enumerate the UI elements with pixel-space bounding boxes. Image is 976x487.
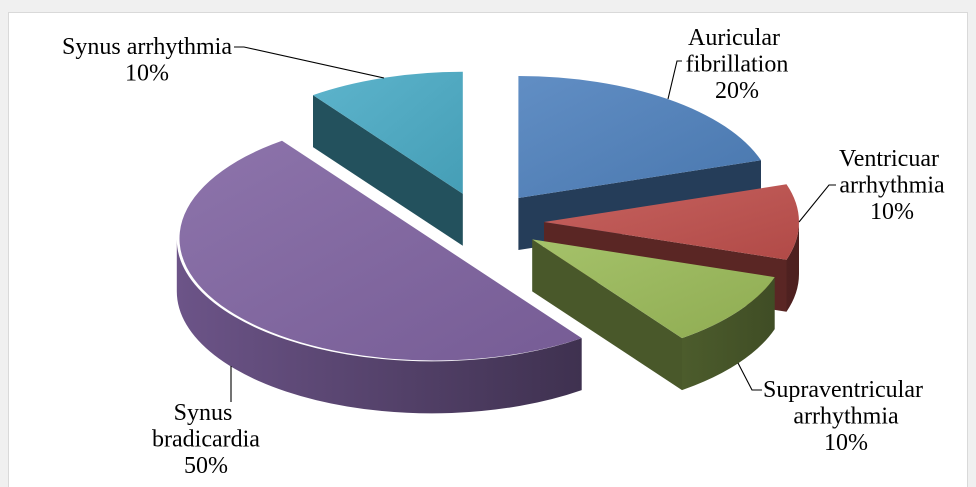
slice-top-auricular-fibrillation xyxy=(518,75,761,198)
slice-label-line: Auricular xyxy=(688,25,780,51)
pie-slice-synus-bradicardia xyxy=(176,140,582,414)
leader-line-ventricuar-arrhythmia xyxy=(798,184,836,223)
slice-percent-synus-arrhythmia: 10% xyxy=(125,61,169,87)
slice-label-line: arrhythmia xyxy=(793,404,899,430)
slice-label-line: Supraventricular xyxy=(763,377,923,403)
slice-percent-synus-bradicardia: 50% xyxy=(184,453,228,479)
slice-percent-supraventricular-arrhythmia: 10% xyxy=(824,430,868,456)
pie-slices xyxy=(176,71,799,414)
slice-top-synus-bradicardia xyxy=(179,140,582,361)
slice-percent-auricular-fibrillation: 20% xyxy=(715,78,759,104)
slice-side-wall-supraventricular-arrhythmia xyxy=(532,239,682,391)
pie-slice-supraventricular-arrhythmia xyxy=(532,239,775,391)
slice-label-synus-arrhythmia: Synus arrhythmia xyxy=(62,34,232,60)
leader-line-synus-arrhythmia xyxy=(234,46,385,79)
slice-label-line: Synus xyxy=(174,400,233,426)
slice-label-auricular-fibrillation: Auricular fibrillation xyxy=(686,25,789,78)
slice-label-line: Synus arrhythmia xyxy=(62,34,232,60)
slice-side-wall-synus-arrhythmia xyxy=(313,95,463,246)
slice-label-line: bradicardia xyxy=(152,427,260,453)
slice-label-ventricuar-arrhythmia: Ventricuar arrhythmia xyxy=(839,146,945,199)
slice-outer-wall-synus-bradicardia xyxy=(176,239,582,414)
slice-outer-wall-supraventricular-arrhythmia xyxy=(682,277,775,391)
slice-outer-wall-ventricuar-arrhythmia xyxy=(786,222,799,312)
slice-percent-ventricuar-arrhythmia: 10% xyxy=(870,199,914,225)
slice-label-line: Ventricuar xyxy=(839,146,939,172)
slice-top-ventricuar-arrhythmia xyxy=(544,184,799,260)
pie-slice-synus-arrhythmia xyxy=(313,71,463,246)
leader-lines xyxy=(230,46,836,402)
leader-line-supraventricular-arrhythmia xyxy=(737,362,762,391)
leader-line-auricular-fibrillation xyxy=(667,60,682,100)
slice-top-synus-arrhythmia xyxy=(313,71,463,194)
slice-label-synus-bradicardia: Synus bradicardia xyxy=(152,400,260,453)
slice-top-supraventricular-arrhythmia xyxy=(532,239,775,339)
slice-label-line: fibrillation xyxy=(686,52,789,78)
slice-label-supraventricular-arrhythmia: Supraventricular arrhythmia xyxy=(763,377,929,430)
slice-label-line: arrhythmia xyxy=(839,173,945,199)
chart-area-border xyxy=(8,12,968,487)
